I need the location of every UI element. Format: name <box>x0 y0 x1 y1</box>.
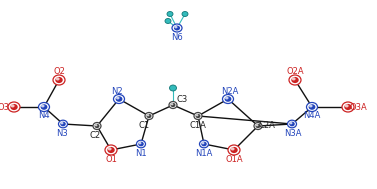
Ellipse shape <box>108 147 112 150</box>
Text: O3A: O3A <box>349 102 367 112</box>
Ellipse shape <box>8 102 20 112</box>
Text: N4: N4 <box>38 112 50 121</box>
Text: O1: O1 <box>105 154 117 163</box>
Ellipse shape <box>167 12 173 16</box>
Ellipse shape <box>231 147 234 150</box>
Ellipse shape <box>60 122 66 126</box>
Ellipse shape <box>10 104 18 110</box>
Ellipse shape <box>41 105 44 108</box>
Ellipse shape <box>61 122 63 124</box>
Ellipse shape <box>53 75 65 85</box>
Ellipse shape <box>105 145 117 155</box>
Ellipse shape <box>182 12 188 16</box>
Ellipse shape <box>116 96 123 102</box>
Ellipse shape <box>230 147 238 153</box>
Text: O3: O3 <box>0 102 10 112</box>
Ellipse shape <box>344 104 352 110</box>
Ellipse shape <box>194 112 202 119</box>
Text: O2: O2 <box>53 67 65 77</box>
Ellipse shape <box>147 114 152 118</box>
Ellipse shape <box>38 102 49 112</box>
Ellipse shape <box>55 77 63 83</box>
Ellipse shape <box>290 122 293 124</box>
Ellipse shape <box>225 97 228 99</box>
Ellipse shape <box>289 75 301 85</box>
Ellipse shape <box>171 103 173 105</box>
Ellipse shape <box>56 77 60 81</box>
Ellipse shape <box>170 103 175 107</box>
Ellipse shape <box>256 124 258 126</box>
Ellipse shape <box>113 94 124 104</box>
Ellipse shape <box>145 112 153 119</box>
Ellipse shape <box>93 122 101 129</box>
Ellipse shape <box>138 142 144 146</box>
Ellipse shape <box>107 147 115 153</box>
Text: C1A: C1A <box>190 122 207 130</box>
Ellipse shape <box>196 114 198 116</box>
Ellipse shape <box>174 26 180 30</box>
Ellipse shape <box>172 24 182 32</box>
Ellipse shape <box>345 104 349 108</box>
Text: N4A: N4A <box>303 112 321 121</box>
Ellipse shape <box>291 77 299 83</box>
Ellipse shape <box>289 122 295 126</box>
Text: N2: N2 <box>111 87 123 95</box>
Ellipse shape <box>196 114 201 118</box>
Text: N3: N3 <box>56 129 68 138</box>
Ellipse shape <box>342 102 354 112</box>
Ellipse shape <box>228 145 240 155</box>
Ellipse shape <box>174 26 178 28</box>
Text: C1: C1 <box>138 121 150 129</box>
Ellipse shape <box>136 140 146 148</box>
Ellipse shape <box>199 140 208 148</box>
Text: N6: N6 <box>171 33 183 42</box>
Ellipse shape <box>95 124 97 126</box>
Ellipse shape <box>116 97 120 99</box>
Ellipse shape <box>309 104 316 110</box>
Ellipse shape <box>95 124 100 128</box>
Text: N1: N1 <box>135 149 147 157</box>
Text: C2A: C2A <box>259 122 276 130</box>
Ellipse shape <box>256 124 261 128</box>
Ellipse shape <box>169 101 177 108</box>
Ellipse shape <box>41 104 48 110</box>
Ellipse shape <box>139 142 141 144</box>
Ellipse shape <box>170 85 176 91</box>
Ellipse shape <box>222 94 233 104</box>
Text: N2A: N2A <box>221 87 239 95</box>
Ellipse shape <box>165 19 171 23</box>
Text: C2: C2 <box>89 130 101 139</box>
Ellipse shape <box>58 120 67 128</box>
Text: N3A: N3A <box>284 129 302 138</box>
Ellipse shape <box>202 142 204 144</box>
Ellipse shape <box>309 105 313 108</box>
Ellipse shape <box>147 114 149 116</box>
Ellipse shape <box>307 102 317 112</box>
Text: O1A: O1A <box>225 154 243 163</box>
Ellipse shape <box>201 142 207 146</box>
Text: C3: C3 <box>176 95 188 105</box>
Ellipse shape <box>292 77 296 81</box>
Ellipse shape <box>225 96 231 102</box>
Ellipse shape <box>254 122 262 129</box>
Text: N1A: N1A <box>195 149 213 157</box>
Ellipse shape <box>11 104 15 108</box>
Ellipse shape <box>288 120 296 128</box>
Text: O2A: O2A <box>286 67 304 77</box>
